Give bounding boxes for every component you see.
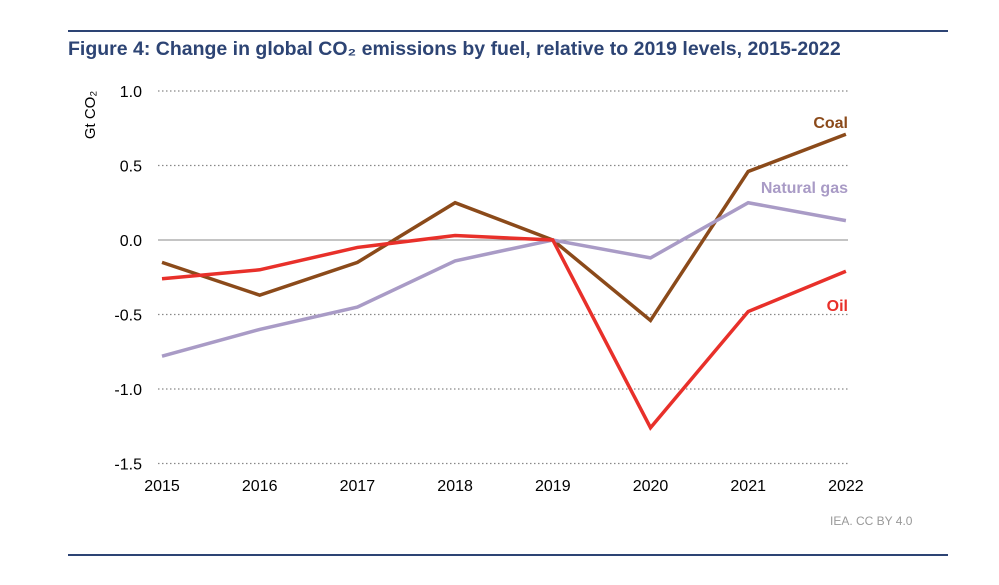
x-tick-label: 2021 <box>730 478 766 495</box>
y-tick-label: -1.5 <box>114 457 142 474</box>
x-tick-label: 2015 <box>144 478 180 495</box>
y-tick-label: -0.5 <box>114 308 142 325</box>
y-tick-label: 0.0 <box>120 233 142 250</box>
series-line-natural-gas <box>161 200 847 358</box>
x-tick-label: 2019 <box>535 478 571 495</box>
source-note: IEA. CC BY 4.0 <box>830 514 913 528</box>
top-rule <box>68 30 948 32</box>
x-tick-label: 2018 <box>437 478 473 495</box>
y-tick-label: 0.5 <box>120 159 142 176</box>
series-label: Coal <box>813 115 848 132</box>
y-tick-label: -1.0 <box>114 382 142 399</box>
chart-title: Figure 4: Change in global CO₂ emissions… <box>68 38 841 60</box>
y-tick-label: 1.0 <box>120 84 142 101</box>
x-tick-label: 2016 <box>242 478 278 495</box>
series-line-coal <box>161 132 847 324</box>
x-tick-label: 2022 <box>828 478 864 495</box>
bottom-rule <box>68 554 948 556</box>
x-tick-label: 2017 <box>340 478 376 495</box>
y-axis-label: Gt CO₂ <box>82 91 99 140</box>
series-label: Natural gas <box>761 180 848 197</box>
x-tick-label: 2020 <box>633 478 669 495</box>
series-line-oil <box>161 233 847 431</box>
series-label: Oil <box>827 298 848 315</box>
